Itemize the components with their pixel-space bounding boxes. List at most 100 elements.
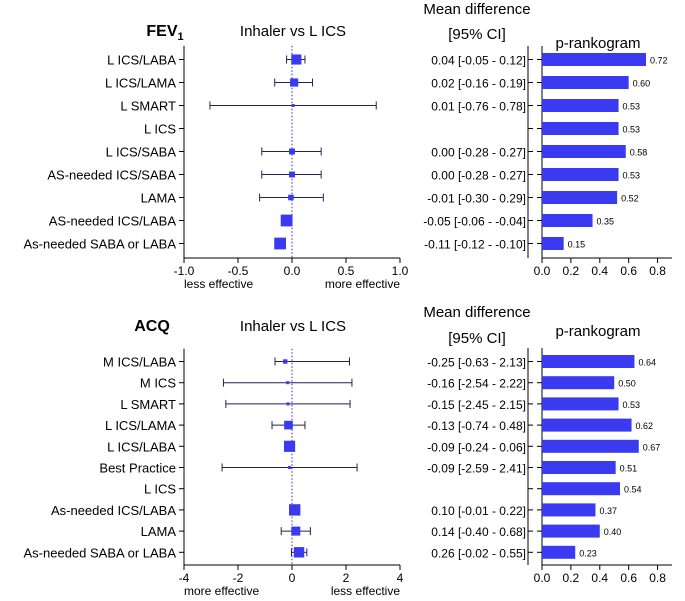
treatment-label: L ICS/LABA: [107, 53, 176, 68]
point-estimate: [288, 194, 294, 201]
rank-bar-value: 0.54: [624, 485, 642, 495]
rank-bar-value: 0.52: [621, 194, 639, 204]
forest-right-direction-label: less effective: [331, 584, 400, 598]
rank-bar-value: 0.62: [636, 421, 654, 431]
outcome-title: ACQ: [134, 318, 170, 335]
rank-bar: [542, 99, 619, 112]
treatment-label: AS-needed ICS/SABA: [47, 168, 176, 183]
forest-x-tick-label: -4: [179, 571, 190, 585]
rank-bar: [542, 214, 593, 227]
rank-x-tick-label: 0.8: [649, 264, 666, 278]
rank-bar: [542, 376, 615, 390]
point-estimate: [291, 104, 295, 107]
mean-difference-value: -0.16 [-2.54 - 2.22]: [427, 377, 526, 391]
forest-x-tick-label: 0: [289, 571, 296, 585]
treatment-label: AS-needed ICS/LABA: [49, 214, 177, 229]
forest-right-direction-label: more effective: [325, 277, 400, 291]
rank-x-tick-label: 0.2: [563, 571, 580, 585]
point-estimate: [274, 237, 287, 250]
rank-bar-value: 0.67: [643, 442, 661, 452]
mean-difference-value: -0.09 [-2.59 - 2.41]: [427, 462, 526, 476]
rank-bar-value: 0.40: [604, 527, 622, 537]
mean-difference-value: -0.09 [-0.24 - 0.06]: [427, 440, 526, 454]
rank-bar-value: 0.50: [618, 379, 636, 389]
rank-bar-value: 0.53: [623, 400, 641, 410]
point-estimate: [293, 547, 305, 558]
treatment-label: LAMA: [141, 524, 177, 539]
rank-bar: [542, 482, 620, 496]
rank-bar-value: 0.37: [599, 506, 617, 516]
treatment-label: M ICS: [140, 376, 176, 391]
point-estimate: [283, 359, 288, 364]
mean-difference-value: -0.15 [-2.45 - 2.15]: [427, 398, 526, 412]
forest-x-tick-label: -0.5: [228, 264, 249, 278]
rankogram-title: p-rankogram: [555, 35, 640, 52]
mean-difference-value: 0.02 [-0.16 - 0.19]: [431, 77, 526, 91]
rank-bar-value: 0.15: [568, 240, 586, 250]
forest-x-tick-label: -2: [233, 571, 244, 585]
rank-bar-value: 0.58: [630, 148, 648, 158]
treatment-label: L ICS: [144, 482, 176, 497]
treatment-label: L SMART: [120, 99, 176, 114]
mean-difference-value: 0.14 [-0.40 - 0.68]: [431, 525, 526, 539]
forest-x-tick-label: 0.0: [284, 264, 301, 278]
point-estimate: [291, 54, 302, 65]
mean-difference-value: 0.26 [-0.02 - 0.55]: [431, 546, 526, 560]
forest-left-direction-label: more effective: [184, 584, 259, 598]
point-estimate: [283, 440, 296, 452]
rank-bar: [542, 168, 619, 181]
rank-bar: [542, 524, 600, 538]
mean-difference-header: Mean difference: [423, 304, 530, 321]
mean-difference-header: Mean difference: [423, 1, 530, 18]
outcome-title: FEV1: [146, 23, 183, 43]
treatment-label: L ICS: [144, 122, 176, 137]
treatment-label: M ICS/LABA: [103, 355, 176, 370]
treatment-label: L SMART: [120, 397, 176, 412]
rank-bar: [542, 355, 635, 368]
forest-left-direction-label: less effective: [184, 277, 253, 291]
rank-bar: [542, 418, 632, 432]
rank-bar: [542, 461, 616, 474]
mean-difference-value: -0.05 [-0.06 - -0.04]: [423, 215, 526, 229]
rank-x-tick-label: 0.6: [620, 264, 637, 278]
ci-header: [95% CI]: [448, 26, 506, 43]
forest-x-tick-label: 2: [343, 571, 350, 585]
mean-difference-value: -0.11 [-0.12 - -0.10]: [424, 238, 526, 252]
mean-difference-value: -0.01 [-0.30 - 0.29]: [427, 192, 526, 206]
rank-bar-value: 0.72: [650, 56, 668, 66]
rank-bar-value: 0.53: [623, 102, 641, 112]
outcome-title-subscript: 1: [178, 31, 184, 43]
rank-bar: [542, 237, 564, 250]
ci-header: [95% CI]: [448, 330, 506, 347]
rank-x-tick-label: 0.6: [620, 571, 637, 585]
point-estimate: [284, 420, 293, 430]
rank-x-tick-label: 0.2: [563, 264, 580, 278]
forest-title: Inhaler vs L ICS: [240, 23, 346, 40]
point-estimate: [289, 171, 295, 178]
treatment-label: As-needed ICS/LABA: [51, 503, 176, 518]
outcome-title-main: ACQ: [134, 318, 170, 335]
rank-x-tick-label: 0.8: [649, 571, 666, 585]
point-estimate: [286, 381, 290, 385]
rank-x-tick-label: 0.4: [591, 264, 608, 278]
forest-x-tick-label: 1.0: [392, 264, 409, 278]
outcome-title-main: FEV: [146, 23, 177, 40]
rank-bar: [542, 53, 646, 66]
mean-difference-value: -0.13 [-0.74 - 0.48]: [427, 419, 526, 433]
mean-difference-value: 0.01 [-0.76 - 0.78]: [431, 100, 526, 114]
forest-title: Inhaler vs L ICS: [240, 318, 346, 335]
rankogram-title: p-rankogram: [555, 323, 640, 340]
rank-bar-value: 0.35: [597, 217, 615, 227]
treatment-label: L ICS/SABA: [106, 145, 177, 160]
point-estimate: [286, 402, 290, 406]
forest-x-tick-label: -1.0: [174, 264, 195, 278]
treatment-label: As-needed SABA or LABA: [24, 237, 177, 252]
rank-bar-value: 0.64: [638, 358, 656, 368]
treatment-label: L ICS/LAMA: [105, 418, 176, 433]
point-estimate: [289, 148, 295, 155]
mean-difference-value: 0.10 [-0.01 - 0.22]: [431, 504, 526, 518]
treatment-label: As-needed SABA or LABA: [24, 545, 177, 560]
point-estimate: [291, 526, 301, 536]
rank-bar: [542, 439, 639, 453]
rank-bar: [542, 122, 619, 135]
